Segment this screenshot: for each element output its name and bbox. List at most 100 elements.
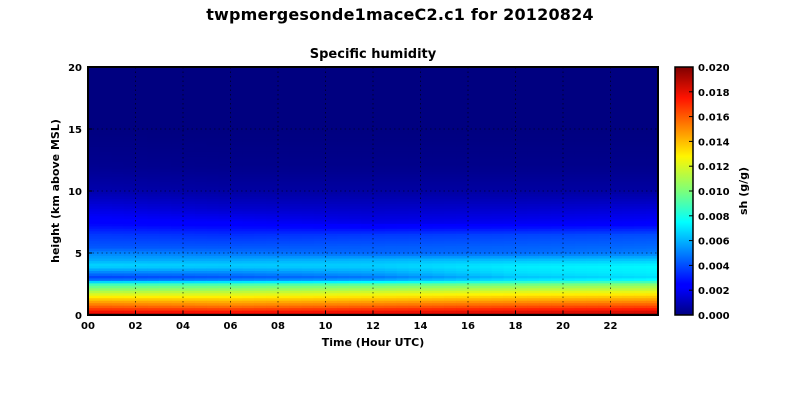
heatmap-cell <box>230 302 243 306</box>
heatmap-cell <box>396 195 410 200</box>
heatmap-cell <box>527 275 540 279</box>
heatmap-cell <box>622 141 635 145</box>
heatmap-cell <box>218 101 232 105</box>
heatmap-cell <box>586 262 600 266</box>
heatmap-cell <box>325 297 338 301</box>
heatmap-cell <box>206 181 220 185</box>
heatmap-cell <box>147 295 160 299</box>
heatmap-cell <box>503 79 517 83</box>
heatmap-cell <box>123 146 137 150</box>
heatmap-cell <box>622 138 635 142</box>
heatmap-cell <box>266 195 279 200</box>
heatmap-cell <box>337 186 350 190</box>
heatmap-cell <box>527 188 540 192</box>
heatmap-cell <box>373 310 386 314</box>
heatmap-cell <box>408 250 422 254</box>
heatmap-cell <box>337 215 350 219</box>
heatmap-cell <box>539 101 552 105</box>
heatmap-cell <box>289 198 303 202</box>
heatmap-cell <box>598 203 612 207</box>
heatmap-cell <box>301 96 315 100</box>
heatmap-cell <box>325 76 338 80</box>
heatmap-cell <box>183 307 196 311</box>
heatmap-cell <box>111 99 125 103</box>
heatmap-cell <box>598 163 612 167</box>
heatmap-cell <box>99 109 113 113</box>
heatmap-cell <box>313 191 327 195</box>
heatmap-cell <box>111 178 125 182</box>
heatmap-cell <box>218 245 232 249</box>
heatmap-cell <box>349 121 362 125</box>
heatmap-cell <box>218 131 232 135</box>
heatmap-cell <box>563 267 576 271</box>
heatmap-cell <box>432 109 445 113</box>
heatmap-cell <box>183 188 196 192</box>
heatmap-cell <box>289 131 303 135</box>
heatmap-cell <box>420 119 433 123</box>
heatmap-cell <box>479 272 493 276</box>
heatmap-cell <box>527 181 540 185</box>
heatmap-cell <box>586 96 600 100</box>
heatmap-cell <box>408 126 422 130</box>
heatmap-cell <box>278 94 291 98</box>
heatmap-cell <box>99 161 113 165</box>
heatmap-cell <box>230 253 243 257</box>
heatmap-cell <box>539 235 552 239</box>
heatmap-cell <box>586 248 600 252</box>
heatmap-cell <box>634 195 647 200</box>
heatmap-cell <box>468 302 481 306</box>
heatmap-cell <box>646 166 659 170</box>
heatmap-cell <box>634 181 647 185</box>
heatmap-cell <box>539 191 552 195</box>
heatmap-cell <box>135 106 148 110</box>
heatmap-cell <box>278 84 291 88</box>
heatmap-cell <box>159 143 172 147</box>
heatmap-cell <box>574 94 588 98</box>
heatmap-cell <box>194 124 208 128</box>
heatmap-cell <box>123 295 137 299</box>
heatmap-cell <box>622 94 635 98</box>
heatmap-cell <box>325 173 338 177</box>
heatmap-cell <box>218 260 232 264</box>
heatmap-cell <box>515 193 528 197</box>
heatmap-cell <box>171 109 184 113</box>
heatmap-cell <box>325 235 338 239</box>
heatmap-cell <box>313 198 327 202</box>
heatmap-cell <box>183 74 196 78</box>
heatmap-cell <box>183 133 196 138</box>
heatmap-cell <box>206 300 220 304</box>
heatmap-cell <box>135 148 148 152</box>
heatmap-cell <box>479 248 493 252</box>
heatmap-cell <box>325 104 338 108</box>
heatmap-cell <box>503 106 517 110</box>
heatmap-cell <box>361 213 374 217</box>
heatmap-cell <box>266 171 279 175</box>
heatmap-cell <box>147 228 160 232</box>
heatmap-cell <box>254 287 267 291</box>
heatmap-cell <box>574 302 588 306</box>
heatmap-cell <box>515 94 528 98</box>
heatmap-cell <box>646 223 659 227</box>
heatmap-cell <box>563 280 576 284</box>
heatmap-cell <box>183 161 196 165</box>
heatmap-cell <box>574 233 588 237</box>
heatmap-cell <box>325 119 338 123</box>
heatmap-cell <box>147 104 160 108</box>
heatmap-cell <box>384 255 398 259</box>
heatmap-cell <box>408 272 422 276</box>
heatmap-cell <box>622 69 635 73</box>
heatmap-cell <box>503 275 517 279</box>
heatmap-cell <box>598 208 612 212</box>
heatmap-cell <box>574 143 588 147</box>
heatmap-cell <box>313 220 327 224</box>
heatmap-cell <box>99 208 113 212</box>
heatmap-cell <box>646 133 659 138</box>
heatmap-cell <box>586 245 600 249</box>
heatmap-cell <box>468 233 481 237</box>
heatmap-cell <box>242 188 255 192</box>
heatmap-cell <box>313 109 327 113</box>
heatmap-cell <box>563 282 576 286</box>
heatmap-cell <box>527 220 540 224</box>
heatmap-cell <box>123 71 137 76</box>
heatmap-cell <box>598 248 612 252</box>
